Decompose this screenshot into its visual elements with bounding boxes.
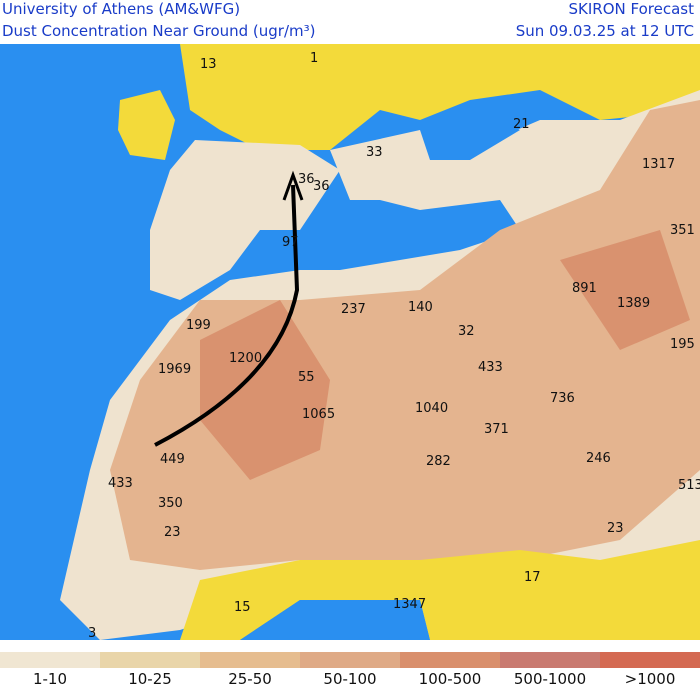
header-right: Sun 09.03.25 at 12 UTC xyxy=(516,22,694,40)
legend: 1-10 10-25 25-50 50-100 100-500 500-1000 >1000 xyxy=(0,652,700,688)
map-label: 32 xyxy=(458,324,475,339)
map-label: 282 xyxy=(426,454,451,469)
dust-max xyxy=(200,300,330,480)
map-label: 449 xyxy=(160,452,185,467)
header-left: University of Athens (AM&WFG) xyxy=(2,0,240,18)
map-label: 350 xyxy=(158,496,183,511)
map-label: 1065 xyxy=(302,407,335,422)
map-label: 23 xyxy=(607,521,624,536)
map-label: 513 xyxy=(678,478,700,493)
map-label: 1389 xyxy=(617,296,650,311)
map-label: 140 xyxy=(408,300,433,315)
map-label: 55 xyxy=(298,370,315,385)
header-left: Dust Concentration Near Ground (ugr/m³) xyxy=(2,22,316,40)
legend-swatch xyxy=(600,652,700,668)
legend-swatch xyxy=(100,652,200,668)
map-label: 371 xyxy=(484,422,509,437)
map-label: 1347 xyxy=(393,597,426,612)
map xyxy=(0,44,700,640)
legend-label: 500-1000 xyxy=(514,670,586,685)
sahel-land xyxy=(180,540,700,640)
legend-swatch xyxy=(0,652,100,668)
legend-label: 50-100 xyxy=(323,670,376,685)
legend-label: >1000 xyxy=(625,670,676,685)
legend-swatch xyxy=(500,652,600,668)
map-label: 433 xyxy=(478,360,503,375)
map-label: 237 xyxy=(341,302,366,317)
map-label: 36 xyxy=(313,179,330,194)
map-label: 33 xyxy=(366,145,383,160)
map-label: 15 xyxy=(234,600,251,615)
legend-swatch xyxy=(300,652,400,668)
map-label: 736 xyxy=(550,391,575,406)
map-label: 1969 xyxy=(158,362,191,377)
map-label: 1317 xyxy=(642,157,675,172)
map-label: 3 xyxy=(88,626,96,641)
legend-label: 10-25 xyxy=(128,670,172,685)
map-label: 246 xyxy=(586,451,611,466)
map-label: 1 xyxy=(310,51,318,66)
map-label: 97 xyxy=(282,235,299,250)
europe-land xyxy=(180,44,700,150)
britain xyxy=(118,90,175,160)
map-label: 199 xyxy=(186,318,211,333)
map-label: 1040 xyxy=(415,401,448,416)
map-label: 13 xyxy=(200,57,217,72)
map-label: 891 xyxy=(572,281,597,296)
map-label: 433 xyxy=(108,476,133,491)
legend-swatch xyxy=(400,652,500,668)
legend-swatch xyxy=(200,652,300,668)
header-right: SKIRON Forecast xyxy=(569,0,695,18)
gulf-guinea xyxy=(240,600,430,640)
legend-label: 25-50 xyxy=(228,670,272,685)
legend-label: 100-500 xyxy=(419,670,482,685)
map-label: 195 xyxy=(670,337,695,352)
black-sea xyxy=(420,110,520,160)
dust-max xyxy=(560,230,690,350)
map-label: 17 xyxy=(524,570,541,585)
legend-label: 1-10 xyxy=(33,670,67,685)
arrow-head xyxy=(282,170,304,201)
map-label: 21 xyxy=(513,117,530,132)
arrow xyxy=(154,184,300,447)
map-label: 351 xyxy=(670,223,695,238)
map-label: 36 xyxy=(298,172,315,187)
map-label: 1200 xyxy=(229,351,262,366)
map-label: 23 xyxy=(164,525,181,540)
